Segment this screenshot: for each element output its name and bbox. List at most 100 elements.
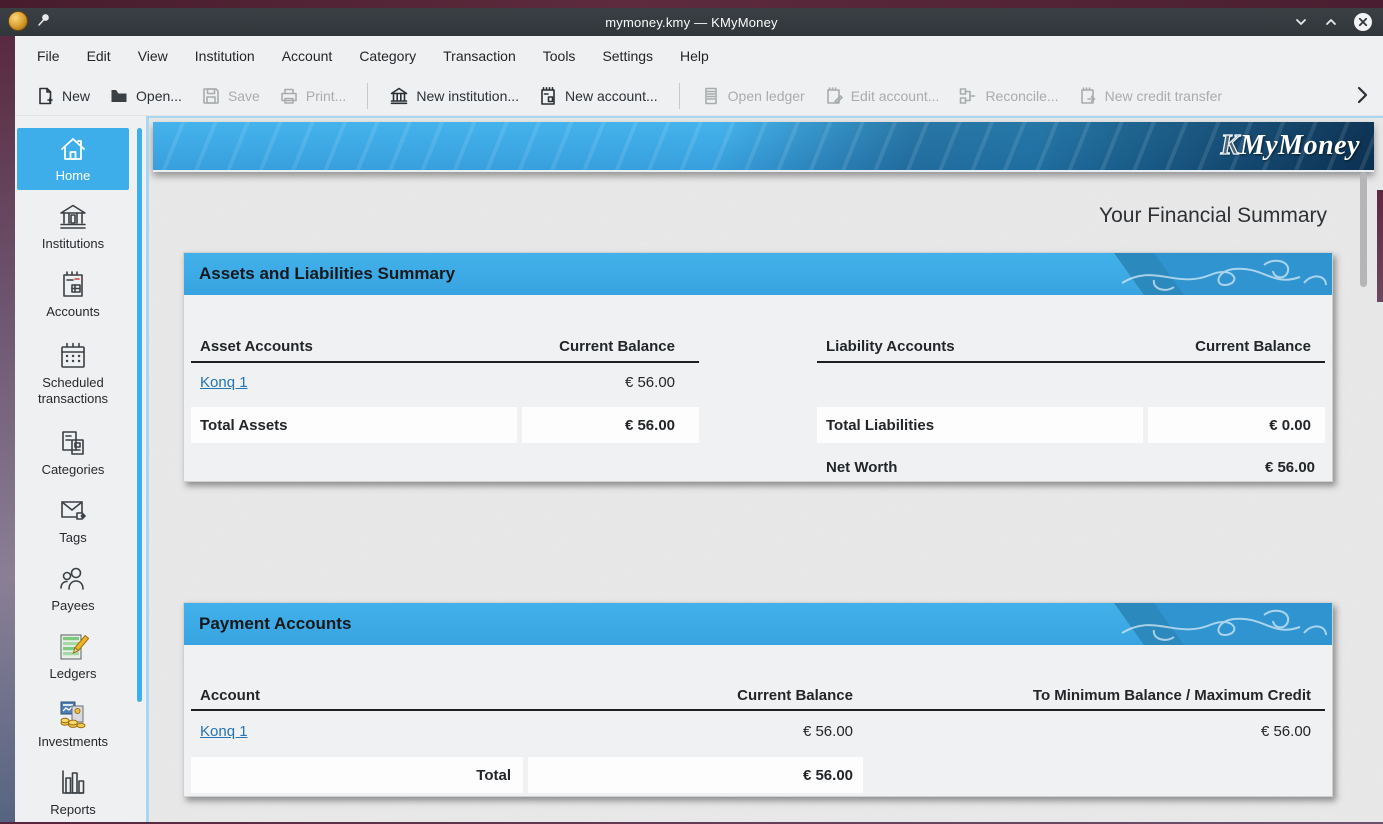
table-row: Konq 1 € 56.00 xyxy=(191,363,699,401)
menu-file[interactable]: File xyxy=(37,48,60,64)
sidebar-item-categories[interactable]: Categories xyxy=(17,422,129,484)
scheduled-transactions-icon xyxy=(61,342,85,368)
section-header: Assets and Liabilities Summary xyxy=(184,253,1332,295)
total-value: € 56.00 xyxy=(528,757,863,793)
home-icon xyxy=(61,137,85,160)
table-row: Konq 1 € 56.00 € 56.00 xyxy=(191,711,1325,751)
sidebar-item-label: Tags xyxy=(59,529,87,545)
close-button[interactable] xyxy=(1353,12,1373,35)
chevron-right-icon xyxy=(1357,86,1368,104)
print-button[interactable]: Print... xyxy=(279,86,346,106)
column-header: Current Balance xyxy=(737,686,853,704)
payment-accounts-table: Account Current Balance To Minimum Balan… xyxy=(184,645,1332,793)
menu-edit[interactable]: Edit xyxy=(86,48,111,64)
home-view: KMyMoney Your Financial Summary Assets xyxy=(146,116,1383,822)
sidebar-item-home[interactable]: Home xyxy=(17,128,129,190)
window-title: mymoney.kmy — KMyMoney xyxy=(605,14,778,30)
total-label: Total xyxy=(191,757,523,793)
minimize-button[interactable] xyxy=(1293,14,1309,33)
sidebar-item-payees[interactable]: Payees xyxy=(17,558,129,620)
print-icon xyxy=(281,88,297,104)
main-area: Home Institutions Accounts Scheduled tra… xyxy=(15,116,1383,822)
new-institution-button[interactable]: New institution... xyxy=(389,86,519,106)
sidebar-item-ledgers[interactable]: Ledgers xyxy=(17,626,129,688)
header-ornament xyxy=(1114,253,1332,295)
accounts-icon xyxy=(63,271,83,297)
sidebar-item-label: Home xyxy=(55,167,91,183)
balance-value: € 56.00 xyxy=(624,373,675,391)
total-row: Total € 56.00 xyxy=(191,757,1325,793)
new-file-icon xyxy=(39,87,53,104)
desktop-background-sliver xyxy=(1377,190,1383,302)
payees-icon xyxy=(60,567,84,590)
open-button[interactable]: Open... xyxy=(109,86,182,106)
toolbar-overflow-button[interactable] xyxy=(1351,84,1373,109)
table-rule xyxy=(191,709,1325,711)
menu-help[interactable]: Help xyxy=(680,48,709,64)
menu-transaction[interactable]: Transaction xyxy=(443,48,516,64)
sidebar-item-institutions[interactable]: Institutions xyxy=(17,196,129,258)
sidebar-scrollbar[interactable] xyxy=(137,128,142,702)
column-header: Account xyxy=(200,686,260,704)
total-value: € 56.00 xyxy=(522,407,699,443)
account-link-konq1[interactable]: Konq 1 xyxy=(200,722,248,740)
toolbar-separator xyxy=(367,82,369,109)
net-worth-label: Net Worth xyxy=(826,458,898,476)
view-sidebar: Home Institutions Accounts Scheduled tra… xyxy=(15,116,146,822)
new-credit-transfer-button[interactable]: New credit transfer xyxy=(1078,86,1222,106)
new-account-button[interactable]: New account... xyxy=(538,86,658,106)
payment-accounts-section: Payment Accounts Account Current Balance… xyxy=(183,602,1333,797)
save-icon xyxy=(203,87,219,104)
sidebar-item-label: Ledgers xyxy=(49,665,97,681)
to-minimum-value: € 56.00 xyxy=(1260,722,1311,740)
sidebar-item-tags[interactable]: Tags xyxy=(17,490,129,552)
menu-institution[interactable]: Institution xyxy=(194,48,255,64)
assets-liabilities-section: Assets and Liabilities Summary Asset Acc… xyxy=(183,252,1333,482)
column-header: Liability Accounts xyxy=(826,337,955,355)
total-label: Total Assets xyxy=(191,407,517,443)
menu-account[interactable]: Account xyxy=(281,48,333,64)
investments-icon xyxy=(60,701,86,729)
menu-settings[interactable]: Settings xyxy=(602,48,654,64)
reconcile-icon xyxy=(960,87,976,104)
sidebar-item-accounts[interactable]: Accounts xyxy=(17,264,129,326)
section-title: Assets and Liabilities Summary xyxy=(199,264,456,283)
reconcile-button[interactable]: Reconcile... xyxy=(958,86,1059,106)
section-title: Payment Accounts xyxy=(199,614,352,633)
sidebar-item-label: Accounts xyxy=(46,303,100,319)
header-ornament xyxy=(1114,603,1332,645)
edit-account-icon xyxy=(826,86,843,104)
menu-tools[interactable]: Tools xyxy=(542,48,576,64)
pin-icon[interactable] xyxy=(37,13,51,30)
ledgers-icon xyxy=(60,634,89,660)
menu-view[interactable]: View xyxy=(137,48,168,64)
save-button[interactable]: Save xyxy=(201,86,260,106)
menu-bar: File Edit View Institution Account Categ… xyxy=(15,36,1383,76)
content-scrollbar[interactable] xyxy=(1360,172,1367,287)
new-account-icon xyxy=(541,86,555,105)
menu-category[interactable]: Category xyxy=(359,48,417,64)
sidebar-item-label: Institutions xyxy=(41,235,105,251)
open-ledger-button[interactable]: Open ledger xyxy=(701,86,805,106)
column-header: To Minimum Balance / Maximum Credit xyxy=(1032,686,1311,704)
new-institution-icon xyxy=(391,87,408,104)
sidebar-item-label: Categories xyxy=(41,461,105,477)
sidebar-item-scheduled-transactions[interactable]: Scheduled transactions xyxy=(17,332,129,416)
kmymoney-logo: KMyMoney xyxy=(1220,129,1360,161)
new-button[interactable]: New xyxy=(35,86,90,106)
tags-icon xyxy=(61,501,86,520)
sidebar-item-reports[interactable]: Reports xyxy=(17,762,129,824)
edit-account-button[interactable]: Edit account... xyxy=(824,86,939,106)
categories-icon xyxy=(62,431,84,455)
maximize-button[interactable] xyxy=(1323,14,1339,33)
sidebar-item-investments[interactable]: Investments xyxy=(17,694,129,756)
column-header: Asset Accounts xyxy=(200,337,313,355)
net-worth-value: € 56.00 xyxy=(1264,458,1315,476)
sidebar-item-label: Reports xyxy=(50,801,96,817)
account-link-konq1[interactable]: Konq 1 xyxy=(200,373,248,391)
open-folder-icon xyxy=(111,89,127,102)
open-ledger-icon xyxy=(704,87,717,104)
table-rule xyxy=(817,361,1325,363)
total-value: € 0.00 xyxy=(1148,407,1325,443)
section-header: Payment Accounts xyxy=(184,603,1332,645)
